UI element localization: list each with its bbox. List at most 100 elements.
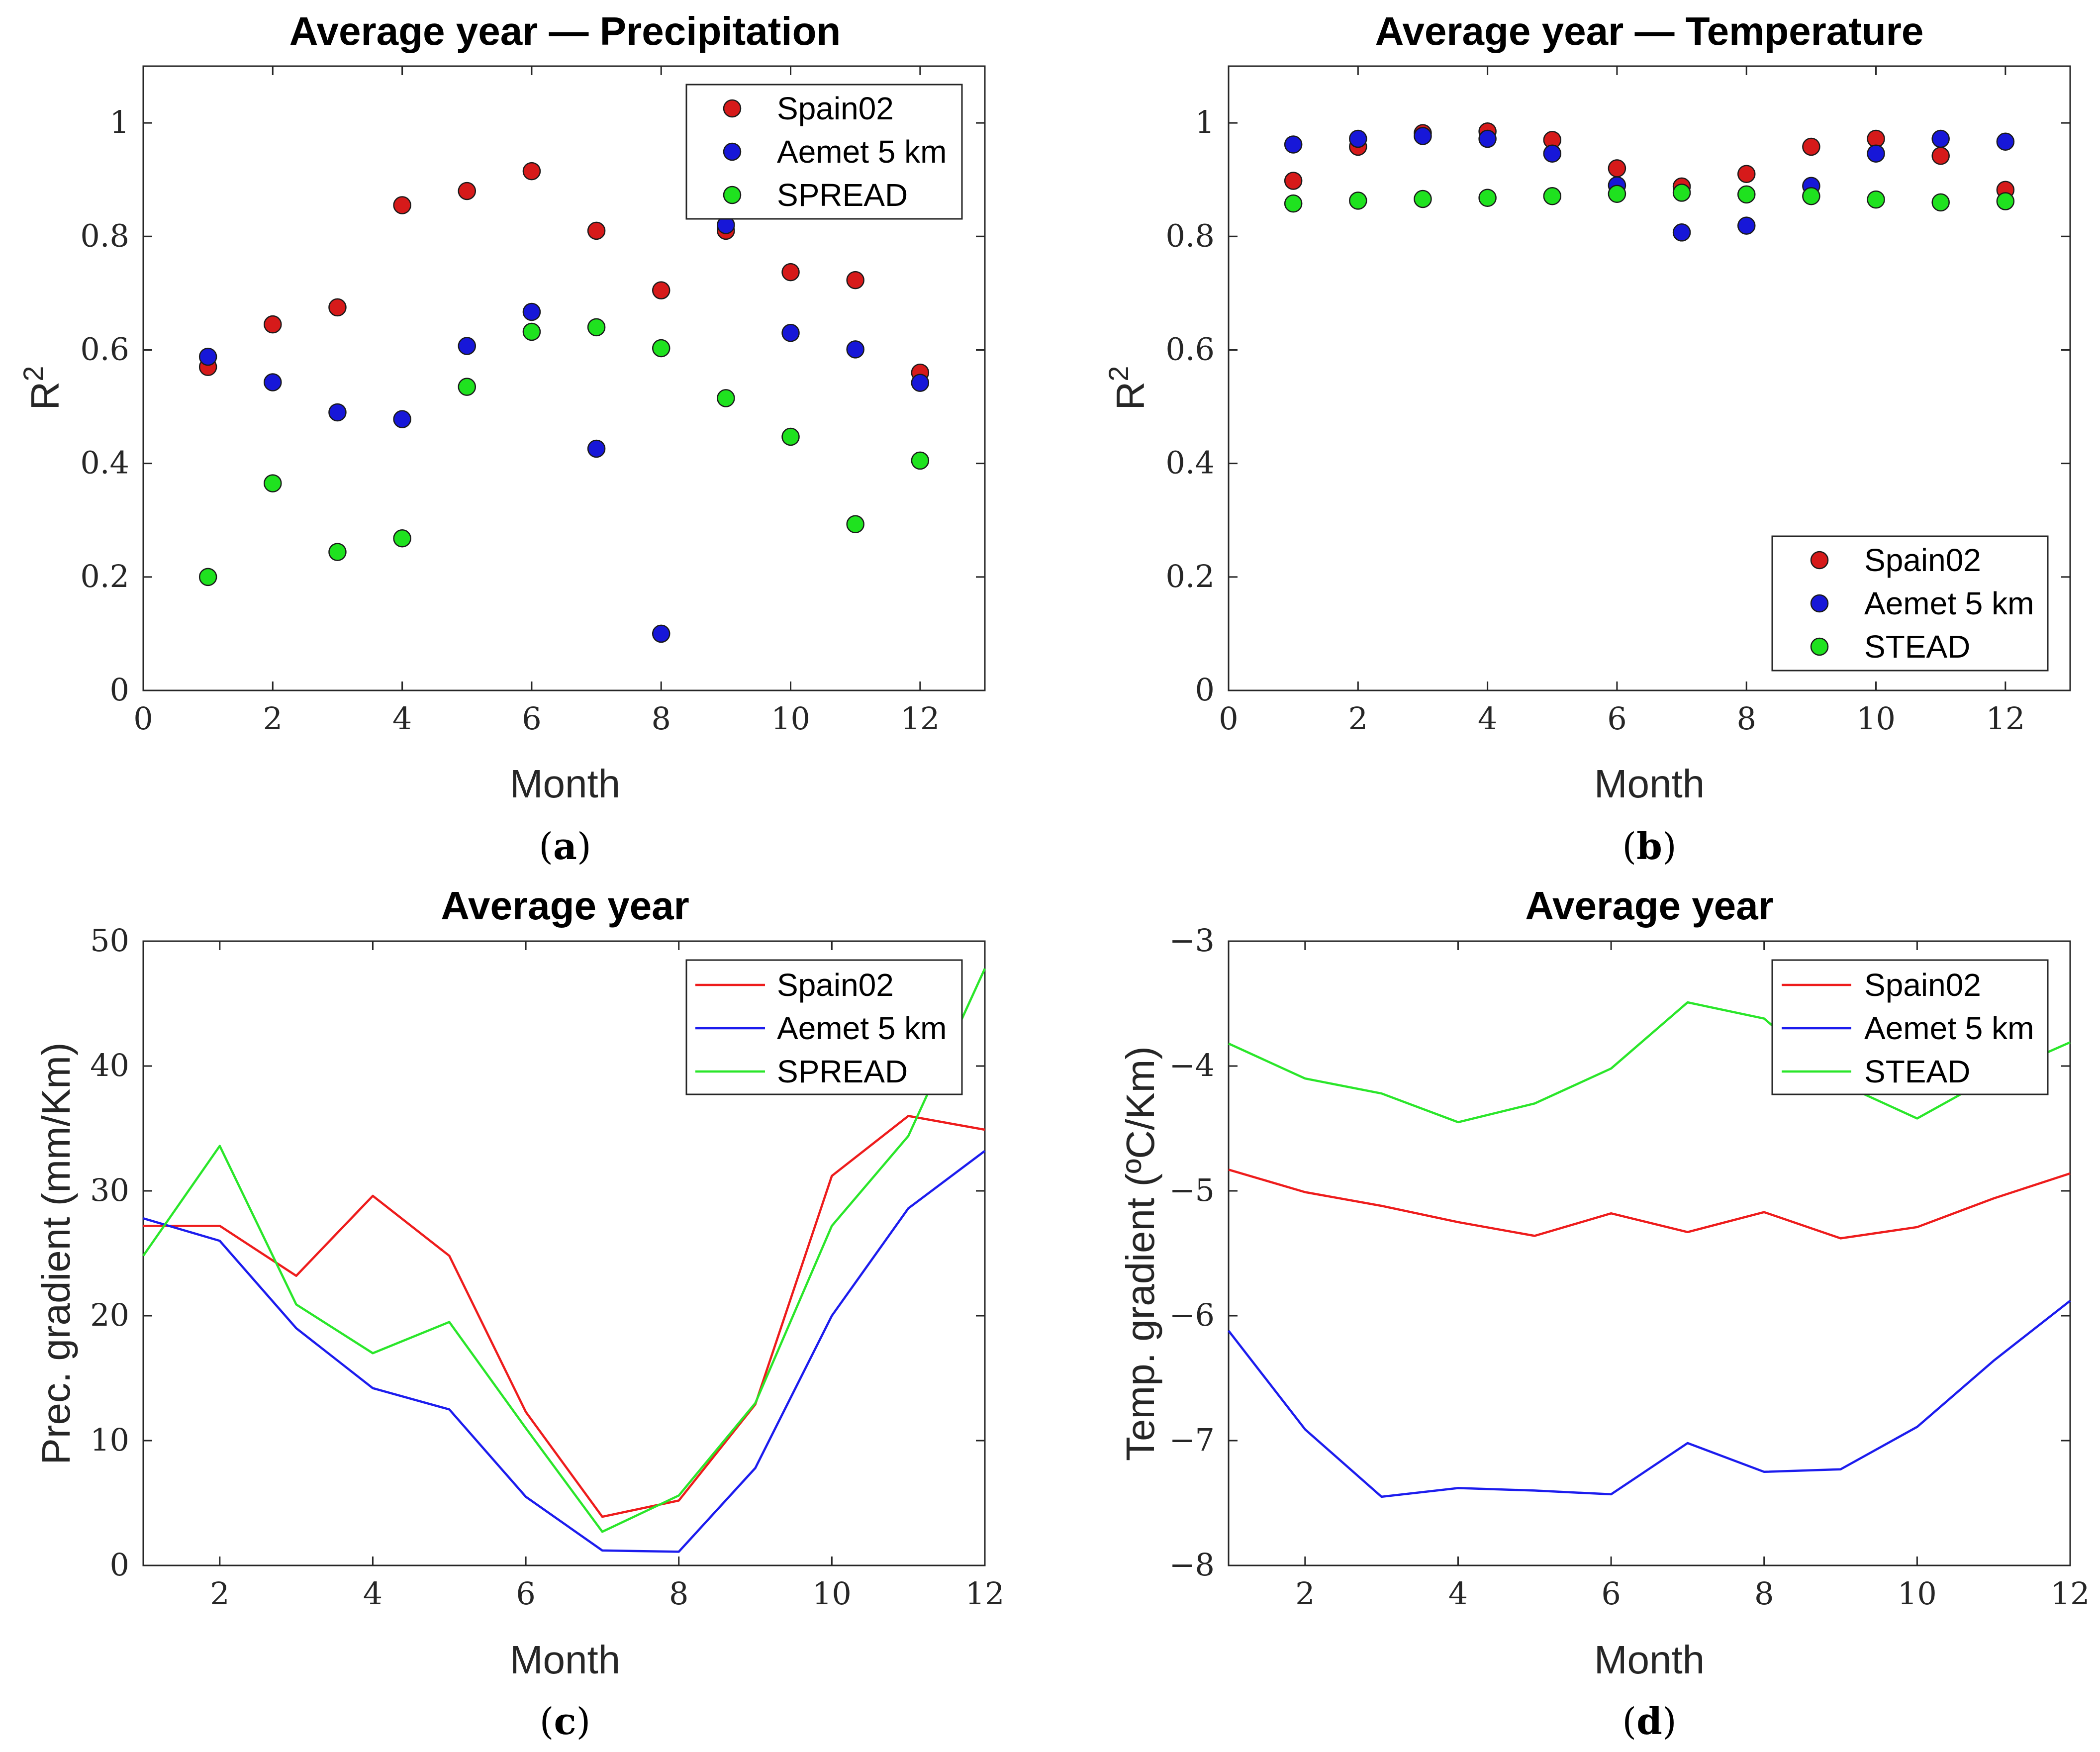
data-point [393, 410, 411, 428]
legend-marker [1810, 637, 1829, 656]
x-tick-label: 8 [1737, 700, 1756, 737]
legend-entry: STEAD [1782, 1054, 1970, 1089]
y-tick-label: 40 [90, 1047, 129, 1083]
y-axis-title: Prec. gradient (mm/Km) [34, 1042, 78, 1464]
legend-label: Spain02 [1864, 542, 1981, 578]
data-point [328, 298, 347, 317]
panel-label-close: ) [577, 825, 591, 868]
y-tick-label: −4 [1169, 1047, 1215, 1083]
data-point [1284, 135, 1303, 154]
legend-label: Spain02 [777, 967, 894, 1003]
x-tick-label: 4 [392, 700, 412, 737]
panel-label-open: ( [539, 825, 553, 868]
panel-label-open: ( [1622, 1700, 1636, 1743]
panel-label-open: ( [540, 1700, 554, 1743]
data-point [781, 427, 800, 446]
panel-label-open: ( [1622, 825, 1636, 868]
data-point [522, 302, 541, 321]
chart-title: Average year [1525, 883, 1774, 928]
panel-b-temperature-r2: Average year — Temperature 0 2 4 6 8 10 1200.2… [1103, 9, 2071, 868]
data-point [1672, 223, 1691, 242]
panel-d-temperature-gradient: Average year 2 4 6 8 10 12−8−7−6−5−4−3 Month … [1118, 883, 2090, 1743]
legend-label: Spain02 [777, 91, 894, 126]
x-axis-title: Month [1594, 1638, 1705, 1682]
data-point [1543, 144, 1562, 163]
data-point [1802, 137, 1820, 156]
panel-label-close: ) [1662, 825, 1677, 868]
y-axis-title-base: R [1108, 382, 1152, 410]
legend-entry: Aemet 5 km [695, 1010, 947, 1046]
x-tick-label: 2 [1295, 1575, 1315, 1612]
data-point [1737, 185, 1756, 204]
legend: Spain02 Aemet 5 km SPREAD [685, 959, 963, 1095]
legend-label: Aemet 5 km [1864, 585, 2034, 621]
y-tick-label: 1 [1195, 104, 1215, 140]
data-point [264, 315, 282, 334]
y-axis-title: R2 [17, 366, 67, 410]
data-point [587, 221, 606, 240]
legend-entry: SPREAD [723, 177, 908, 213]
x-tick-label: 12 [900, 700, 940, 737]
axes-box [142, 65, 986, 691]
panel-label-close: ) [1662, 1700, 1677, 1743]
data-point [587, 439, 606, 458]
data-point [846, 340, 864, 359]
data-point [1867, 190, 1885, 209]
data-point [1996, 192, 2015, 210]
series-line [1228, 1168, 2071, 1240]
data-point [1672, 184, 1691, 202]
series-line [142, 968, 986, 1533]
legend-label: SPREAD [777, 177, 908, 213]
x-tick-label: 2 [263, 700, 283, 737]
y-tick-label: 0 [110, 672, 129, 708]
x-tick-label: 10 [771, 700, 810, 737]
x-tick-label: 6 [522, 700, 541, 737]
data-point [717, 389, 735, 407]
y-tick-label: 0.4 [1165, 445, 1215, 481]
x-tick-label: 10 [1898, 1575, 1937, 1612]
data-point [652, 281, 670, 299]
legend-marker [1810, 594, 1829, 613]
x-tick-label: 8 [652, 700, 671, 737]
legend-label: STEAD [1864, 629, 1970, 665]
y-tick-label: 1 [110, 104, 129, 140]
data-point [781, 323, 800, 342]
legend-entry: SPREAD [695, 1054, 908, 1089]
x-tick-label: 8 [1754, 1575, 1774, 1612]
data-point [1802, 187, 1820, 205]
legend-marker [723, 142, 742, 161]
x-tick-label: 8 [669, 1575, 688, 1612]
legend-entry: Spain02 [723, 91, 894, 126]
legend-marker [723, 99, 742, 118]
data-point [1608, 185, 1626, 203]
y-axis-title: Temp. gradient (ºC/Km) [1118, 1046, 1162, 1461]
legend-entry: Spain02 [1810, 542, 1981, 578]
data-point [264, 373, 282, 391]
data-point [198, 347, 217, 366]
y-axis-title: R2 [1103, 366, 1152, 410]
data-point [1414, 190, 1432, 208]
x-tick-label: 12 [965, 1575, 1005, 1612]
data-point [458, 182, 477, 200]
panel-label-letter: c [554, 1700, 576, 1743]
y-tick-label: −7 [1169, 1422, 1215, 1458]
data-point [652, 624, 670, 643]
x-tick-label: 10 [812, 1575, 852, 1612]
chart-title: Average year [441, 883, 689, 928]
x-tick-label: 6 [516, 1575, 535, 1612]
panel-label: (d) [1622, 1700, 1677, 1743]
y-tick-label: 0.2 [80, 558, 129, 594]
y-tick-label: 0.8 [1165, 217, 1215, 254]
x-tick-label: 2 [210, 1575, 229, 1612]
legend: Spain02 Aemet 5 km STEAD [1771, 535, 2049, 672]
y-axis-title-superscript: 2 [17, 366, 49, 382]
x-tick-label: 0 [1219, 700, 1238, 737]
legend-entry: Aemet 5 km [1782, 1010, 2034, 1046]
legend-marker [723, 186, 742, 204]
x-tick-label: 2 [1348, 700, 1368, 737]
data-point [522, 322, 541, 341]
legend-entry: Aemet 5 km [723, 134, 947, 170]
data-point [1349, 129, 1367, 148]
x-tick-label: 4 [1478, 700, 1497, 737]
